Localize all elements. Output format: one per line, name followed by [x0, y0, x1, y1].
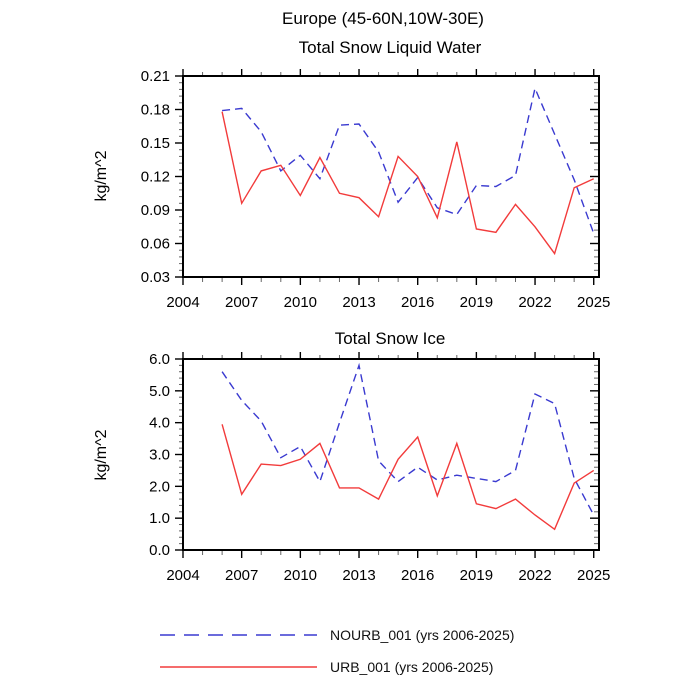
legend-nourb-label: NOURB_001 (yrs 2006-2025) [330, 627, 514, 643]
y-tick-label: 0.15 [141, 135, 170, 152]
x-tick-label: 2007 [225, 567, 258, 584]
axis-ticks [175, 69, 599, 285]
series-line-URB_001 [221, 424, 595, 531]
y-tick-label: 0.03 [141, 269, 170, 286]
legend-urb-label: URB_001 (yrs 2006-2025) [330, 659, 493, 675]
y-tick-label: 3.0 [149, 447, 170, 464]
snow-liquid-water-chart: Total Snow Liquid Water kg/m^2 2004 2007 2… [93, 38, 610, 311]
x-tick-label: 2025 [577, 294, 610, 311]
x-tick-label: 2013 [342, 294, 375, 311]
plot-border [182, 358, 600, 551]
page-title: Europe (45-60N,10W-30E) [282, 9, 484, 28]
snow-liquid-water-title: Total Snow Liquid Water [299, 38, 482, 57]
y-tick-label: 5.0 [149, 383, 170, 400]
snow-liquid-water-ylabel: kg/m^2 [93, 150, 110, 201]
x-tick-label: 2004 [166, 567, 199, 584]
y-tick-label: 0.18 [141, 102, 170, 119]
y-tick-label: 0.21 [141, 68, 170, 85]
y-tick-label: 1.0 [149, 510, 170, 527]
y-tick-label: 0.12 [141, 169, 170, 186]
y-tick-label: 0.09 [141, 202, 170, 219]
x-tick-label: 2019 [460, 294, 493, 311]
x-tick-label: 2022 [518, 567, 551, 584]
snow-ice-plot-area: 2004 2007 2010 2013 2016 2019 2022 2025 0.0 1.0 2.… [149, 351, 610, 584]
y-tick-label: 4.0 [149, 415, 170, 432]
x-tick-label: 2025 [577, 567, 610, 584]
series-line-NOURB_001 [222, 86, 595, 234]
y-tick-label: 0.06 [141, 236, 170, 253]
legend: NOURB_001 (yrs 2006-2025) URB_001 (yrs 2… [160, 627, 514, 675]
x-tick-label: 2007 [225, 294, 258, 311]
snow-ice-ylabel: kg/m^2 [93, 429, 110, 480]
axis-ticks [175, 352, 599, 558]
x-tick-label: 2010 [284, 567, 317, 584]
x-tick-label: 2013 [342, 567, 375, 584]
series-line-URB_001 [221, 111, 594, 256]
snow-liquid-water-plot-area: 2004 2007 2010 2013 2016 2019 2022 2025 0.03 0.06… [141, 68, 611, 311]
plot-border [182, 75, 600, 278]
series-line-NOURB_001 [221, 362, 595, 516]
x-tick-label: 2016 [401, 294, 434, 311]
x-tick-label: 2016 [401, 567, 434, 584]
snow-ice-title: Total Snow Ice [335, 329, 446, 348]
x-tick-label: 2010 [284, 294, 317, 311]
y-tick-label: 2.0 [149, 478, 170, 495]
x-tick-label: 2019 [460, 567, 493, 584]
y-tick-label: 6.0 [149, 351, 170, 368]
x-tick-label: 2004 [166, 294, 199, 311]
x-tick-label: 2022 [518, 294, 551, 311]
y-tick-label: 0.0 [149, 542, 170, 559]
snow-ice-chart: Total Snow Ice kg/m^2 2004 2007 2010 2013 20… [93, 329, 610, 584]
